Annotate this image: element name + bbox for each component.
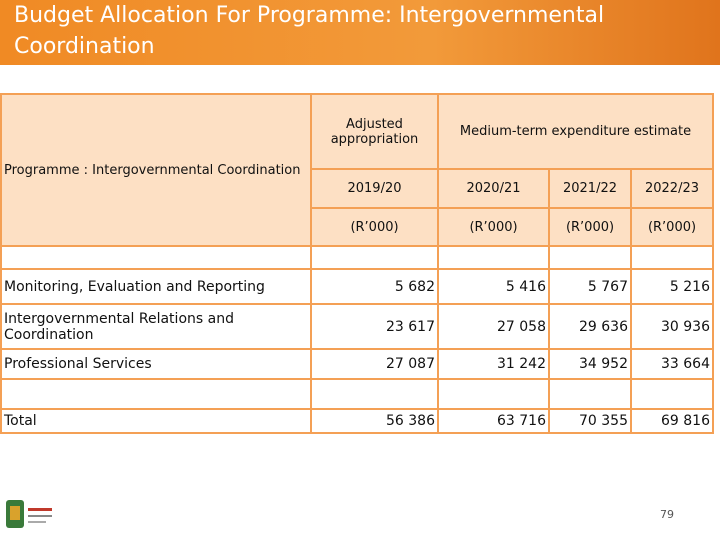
unit-header: (R’000) xyxy=(437,207,550,247)
total-label: Total xyxy=(0,408,312,434)
data-row: Professional Services 27 087 31 242 34 952 3… xyxy=(0,348,714,380)
total-amount: 69 816 xyxy=(630,408,714,434)
year-header: 2020/21 xyxy=(437,168,550,209)
page-number: 79 xyxy=(660,508,674,521)
header-row: 2019/20 2020/21 2021/22 2022/23 xyxy=(1,168,714,209)
amount: 31 242 xyxy=(437,348,550,380)
header-row: (R’000) (R’000) (R’000) (R’000) xyxy=(1,207,714,247)
amount: 30 936 xyxy=(630,303,714,350)
unit-header: (R’000) xyxy=(310,207,439,247)
data-row: Monitoring, Evaluation and Reporting 5 68… xyxy=(0,268,714,305)
year-header: 2022/23 xyxy=(630,168,714,209)
amount: 23 617 xyxy=(310,303,439,350)
row-label: Monitoring, Evaluation and Reporting xyxy=(0,268,312,305)
row-label: Professional Services xyxy=(0,348,312,380)
year-header: 2021/22 xyxy=(548,168,632,209)
year-header: 2019/20 xyxy=(310,168,439,209)
unit-header: (R’000) xyxy=(548,207,632,247)
spacer-row xyxy=(0,378,714,410)
total-amount: 56 386 xyxy=(310,408,439,434)
row-header: Programme : Intergovernmental Coordinati… xyxy=(0,93,312,247)
amount: 5 216 xyxy=(630,268,714,305)
row-label: Intergovernmental Relations and Coordina… xyxy=(0,303,312,350)
amount: 34 952 xyxy=(548,348,632,380)
group-header: Adjusted appropriation xyxy=(310,93,439,170)
total-amount: 70 355 xyxy=(548,408,632,434)
amount: 5 416 xyxy=(437,268,550,305)
unit-header: (R’000) xyxy=(630,207,714,247)
budget-table: Programme : Intergovernmental Coordinati… xyxy=(0,93,714,434)
slide-title: Budget Allocation For Programme: Intergo… xyxy=(14,3,605,59)
title-bar xyxy=(0,0,720,65)
amount: 29 636 xyxy=(548,303,632,350)
spacer-row xyxy=(0,245,714,270)
amount: 33 664 xyxy=(630,348,714,380)
total-row: Total 56 386 63 716 70 355 69 816 xyxy=(0,408,714,434)
amount: 5 682 xyxy=(310,268,439,305)
amount: 27 087 xyxy=(310,348,439,380)
group-header: Medium-term expenditure estimate xyxy=(437,93,714,170)
logo xyxy=(6,500,52,528)
amount: 5 767 xyxy=(548,268,632,305)
total-amount: 63 716 xyxy=(437,408,550,434)
amount: 27 058 xyxy=(437,303,550,350)
data-row: Intergovernmental Relations and Coordina… xyxy=(0,303,714,350)
